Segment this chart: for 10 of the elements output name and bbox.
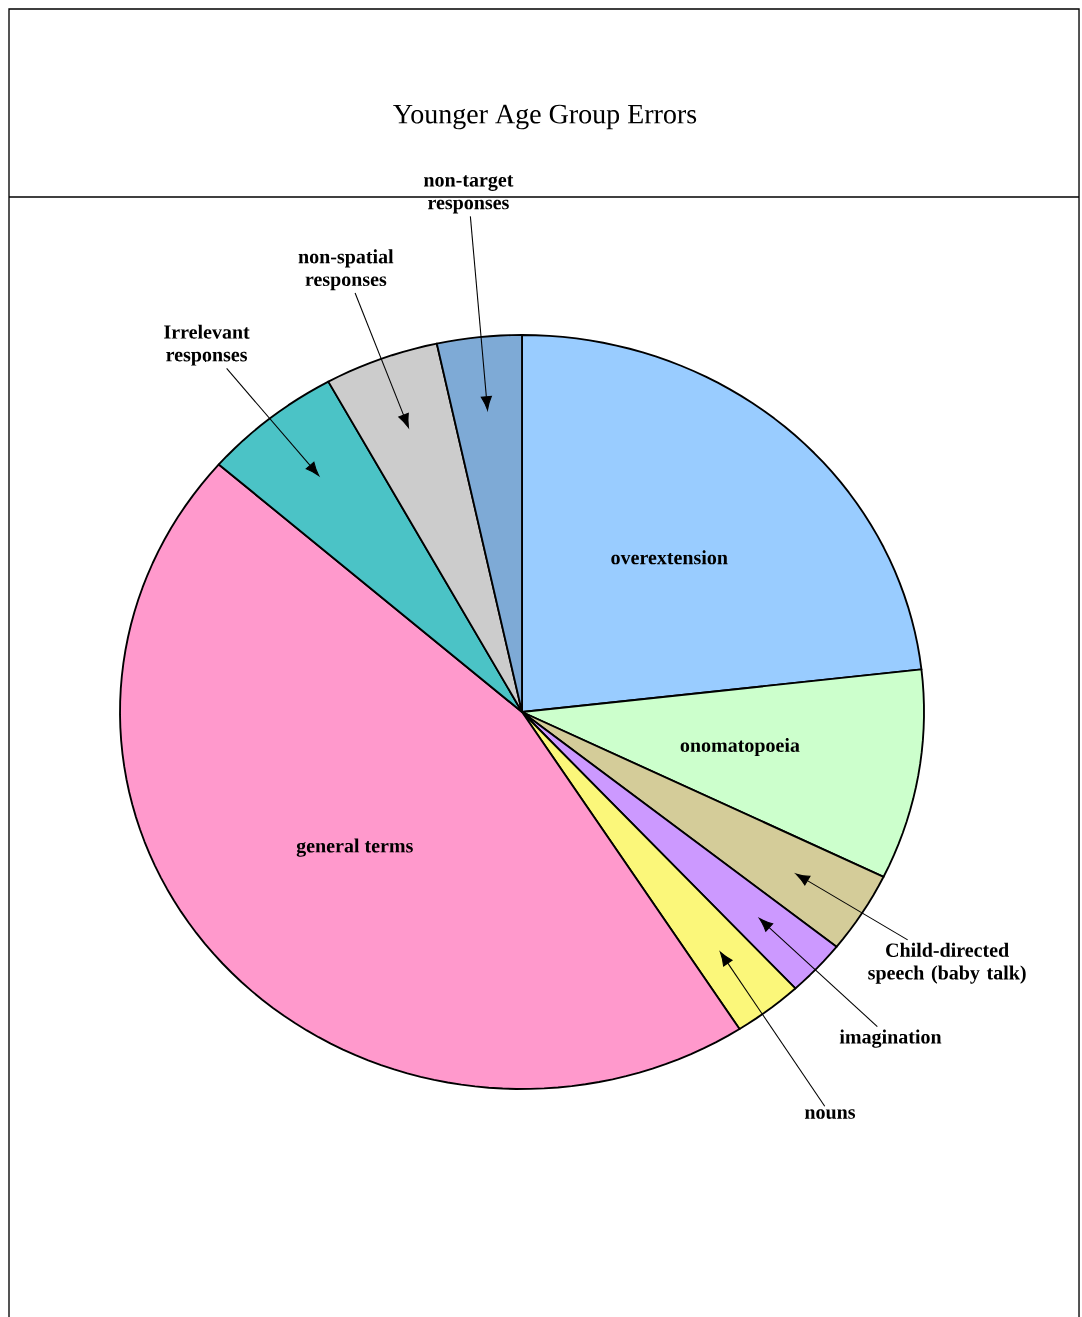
- slice-label: nouns: [804, 1109, 856, 1119]
- slice-label: non-target responses: [423, 175, 514, 214]
- slice-label: general terms: [296, 838, 413, 857]
- slice-label: Irrelevant responses: [164, 324, 250, 366]
- slice-label: imagination: [839, 1029, 942, 1048]
- slice-label: non-spatial responses: [298, 249, 394, 291]
- slice-label: onomatopoeia: [680, 737, 800, 757]
- slice-label: overextension: [611, 550, 728, 565]
- chart-title: Younger Age Group Errors: [393, 104, 697, 130]
- slice-label: Child-directed speech (baby talk): [868, 942, 1026, 984]
